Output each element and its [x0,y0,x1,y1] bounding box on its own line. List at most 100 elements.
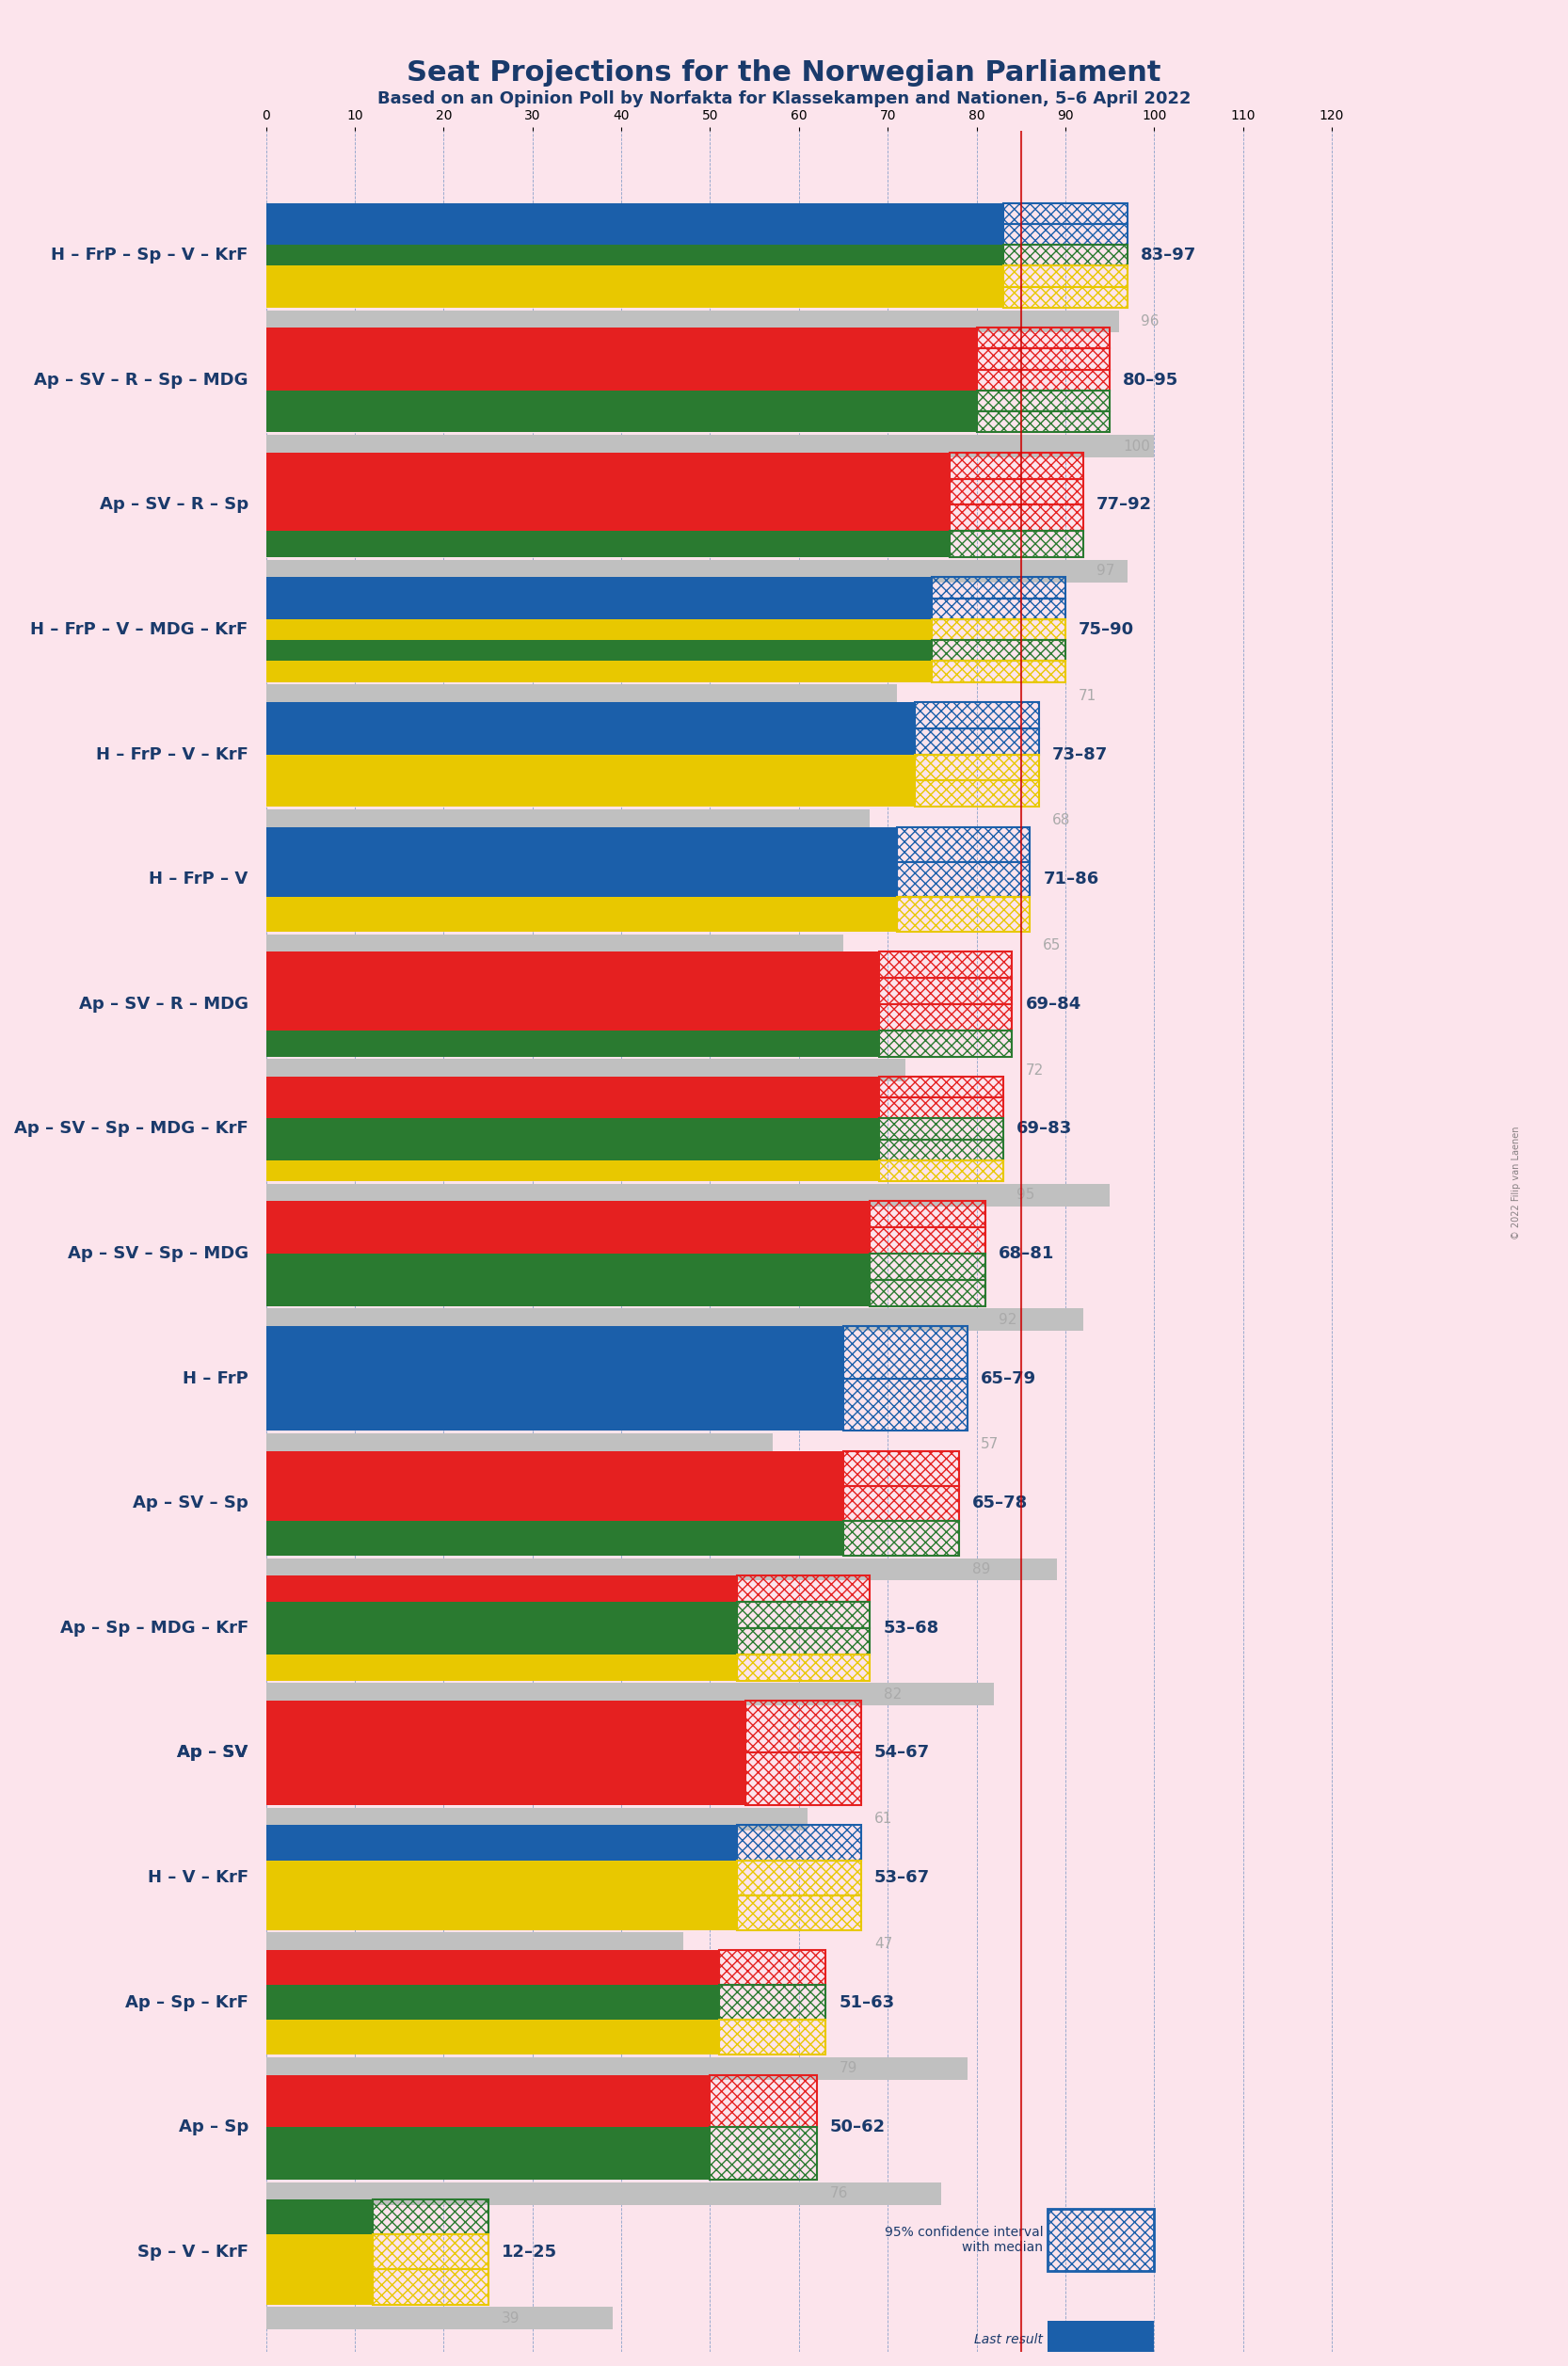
FancyBboxPatch shape [267,1325,844,1379]
FancyBboxPatch shape [267,1202,870,1228]
FancyBboxPatch shape [267,530,950,558]
Text: H – FrP: H – FrP [182,1370,248,1386]
FancyBboxPatch shape [267,1254,870,1280]
FancyBboxPatch shape [267,809,870,833]
FancyBboxPatch shape [267,310,1118,334]
Text: H – FrP – Sp – V – KrF: H – FrP – Sp – V – KrF [52,246,248,263]
Text: 89: 89 [972,1562,991,1576]
FancyBboxPatch shape [267,1379,844,1431]
Text: 100: 100 [1123,440,1151,454]
FancyBboxPatch shape [267,620,931,641]
Text: 54–67: 54–67 [875,1744,930,1760]
FancyBboxPatch shape [267,684,897,707]
Text: H – FrP – V – MDG – KrF: H – FrP – V – MDG – KrF [31,622,248,639]
FancyBboxPatch shape [267,2200,373,2234]
Text: 82: 82 [883,1687,902,1701]
Text: 69–83: 69–83 [1016,1121,1073,1138]
FancyBboxPatch shape [267,1824,737,1860]
Text: Ap – SV: Ap – SV [177,1744,248,1760]
Text: 39: 39 [502,2312,519,2326]
FancyBboxPatch shape [267,452,950,478]
Text: 57: 57 [982,1439,999,1453]
Text: 77–92: 77–92 [1096,497,1152,513]
FancyBboxPatch shape [267,1159,878,1181]
FancyBboxPatch shape [267,1753,746,1805]
FancyBboxPatch shape [267,225,1004,244]
FancyBboxPatch shape [267,599,931,620]
Text: 79: 79 [839,2061,858,2075]
FancyBboxPatch shape [267,2307,613,2331]
FancyBboxPatch shape [267,478,950,504]
Text: Ap – Sp – MDG – KrF: Ap – Sp – MDG – KrF [60,1621,248,1637]
FancyBboxPatch shape [267,1003,878,1029]
Text: 96: 96 [1142,315,1159,329]
FancyBboxPatch shape [267,2127,710,2179]
Text: Ap – SV: Ap – SV [177,1744,248,1760]
FancyBboxPatch shape [267,1654,737,1680]
FancyBboxPatch shape [267,1895,737,1931]
Text: Seat Projections for the Norwegian Parliament: Seat Projections for the Norwegian Parli… [406,59,1162,88]
Text: 65–78: 65–78 [972,1495,1029,1512]
FancyBboxPatch shape [267,265,1004,286]
Text: 92: 92 [999,1313,1018,1327]
FancyBboxPatch shape [267,244,1004,265]
Text: H – FrP – V: H – FrP – V [149,871,248,887]
FancyBboxPatch shape [267,1060,905,1081]
FancyBboxPatch shape [267,369,977,390]
FancyBboxPatch shape [267,861,897,897]
Text: 47: 47 [875,1938,892,1952]
FancyBboxPatch shape [267,1434,773,1455]
FancyBboxPatch shape [267,1985,720,2021]
Text: 61: 61 [875,1812,892,1827]
Text: © 2022 Filip van Laenen: © 2022 Filip van Laenen [1512,1126,1521,1240]
FancyBboxPatch shape [267,286,1004,308]
FancyBboxPatch shape [267,1029,878,1058]
FancyBboxPatch shape [267,1450,844,1486]
FancyBboxPatch shape [267,1933,684,1954]
Text: 95% confidence interval
with median: 95% confidence interval with median [884,2226,1043,2255]
Text: 65–79: 65–79 [982,1370,1036,1386]
Text: 72: 72 [1025,1062,1044,1077]
Text: Ap – Sp – KrF: Ap – Sp – KrF [125,1995,248,2011]
Text: 71: 71 [1079,689,1096,703]
FancyBboxPatch shape [267,2021,720,2054]
FancyBboxPatch shape [267,1228,870,1254]
FancyBboxPatch shape [267,2075,710,2127]
Text: Based on an Opinion Poll by Norfakta for Klassekampen and Nationen, 5–6 April 20: Based on an Opinion Poll by Norfakta for… [378,90,1190,106]
FancyBboxPatch shape [267,1183,1110,1207]
FancyBboxPatch shape [267,2058,967,2080]
Text: 80–95: 80–95 [1123,371,1179,388]
Text: Ap – SV – R – Sp: Ap – SV – R – Sp [99,497,248,513]
Text: Ap – SV – Sp – MDG – KrF: Ap – SV – Sp – MDG – KrF [14,1121,248,1138]
Bar [1047,2321,1154,2359]
FancyBboxPatch shape [267,1602,737,1628]
Text: Ap – SV – R – MDG: Ap – SV – R – MDG [78,996,248,1013]
Text: Ap – SV – Sp – MDG: Ap – SV – Sp – MDG [67,1245,248,1261]
Text: 75–90: 75–90 [1079,622,1134,639]
FancyBboxPatch shape [267,1701,746,1753]
FancyBboxPatch shape [267,2269,373,2304]
FancyBboxPatch shape [267,977,878,1003]
Text: 83–97: 83–97 [1142,246,1196,263]
Text: 68–81: 68–81 [999,1245,1055,1261]
Bar [1047,2207,1154,2271]
FancyBboxPatch shape [267,660,931,681]
FancyBboxPatch shape [267,1628,737,1654]
FancyBboxPatch shape [267,826,897,861]
FancyBboxPatch shape [267,781,914,807]
FancyBboxPatch shape [267,1077,878,1098]
FancyBboxPatch shape [267,755,914,781]
Text: Ap – SV – R – Sp – MDG: Ap – SV – R – Sp – MDG [34,371,248,388]
Text: Ap – Sp: Ap – Sp [179,2120,248,2136]
FancyBboxPatch shape [267,2234,373,2269]
Text: 97: 97 [1096,563,1115,577]
FancyBboxPatch shape [267,327,977,348]
Text: Last result: Last result [974,2333,1043,2347]
FancyBboxPatch shape [267,577,931,599]
FancyBboxPatch shape [267,348,977,369]
FancyBboxPatch shape [267,951,878,977]
FancyBboxPatch shape [267,1486,844,1521]
FancyBboxPatch shape [267,561,1127,582]
Text: 50–62: 50–62 [829,2120,886,2136]
FancyBboxPatch shape [267,729,914,755]
